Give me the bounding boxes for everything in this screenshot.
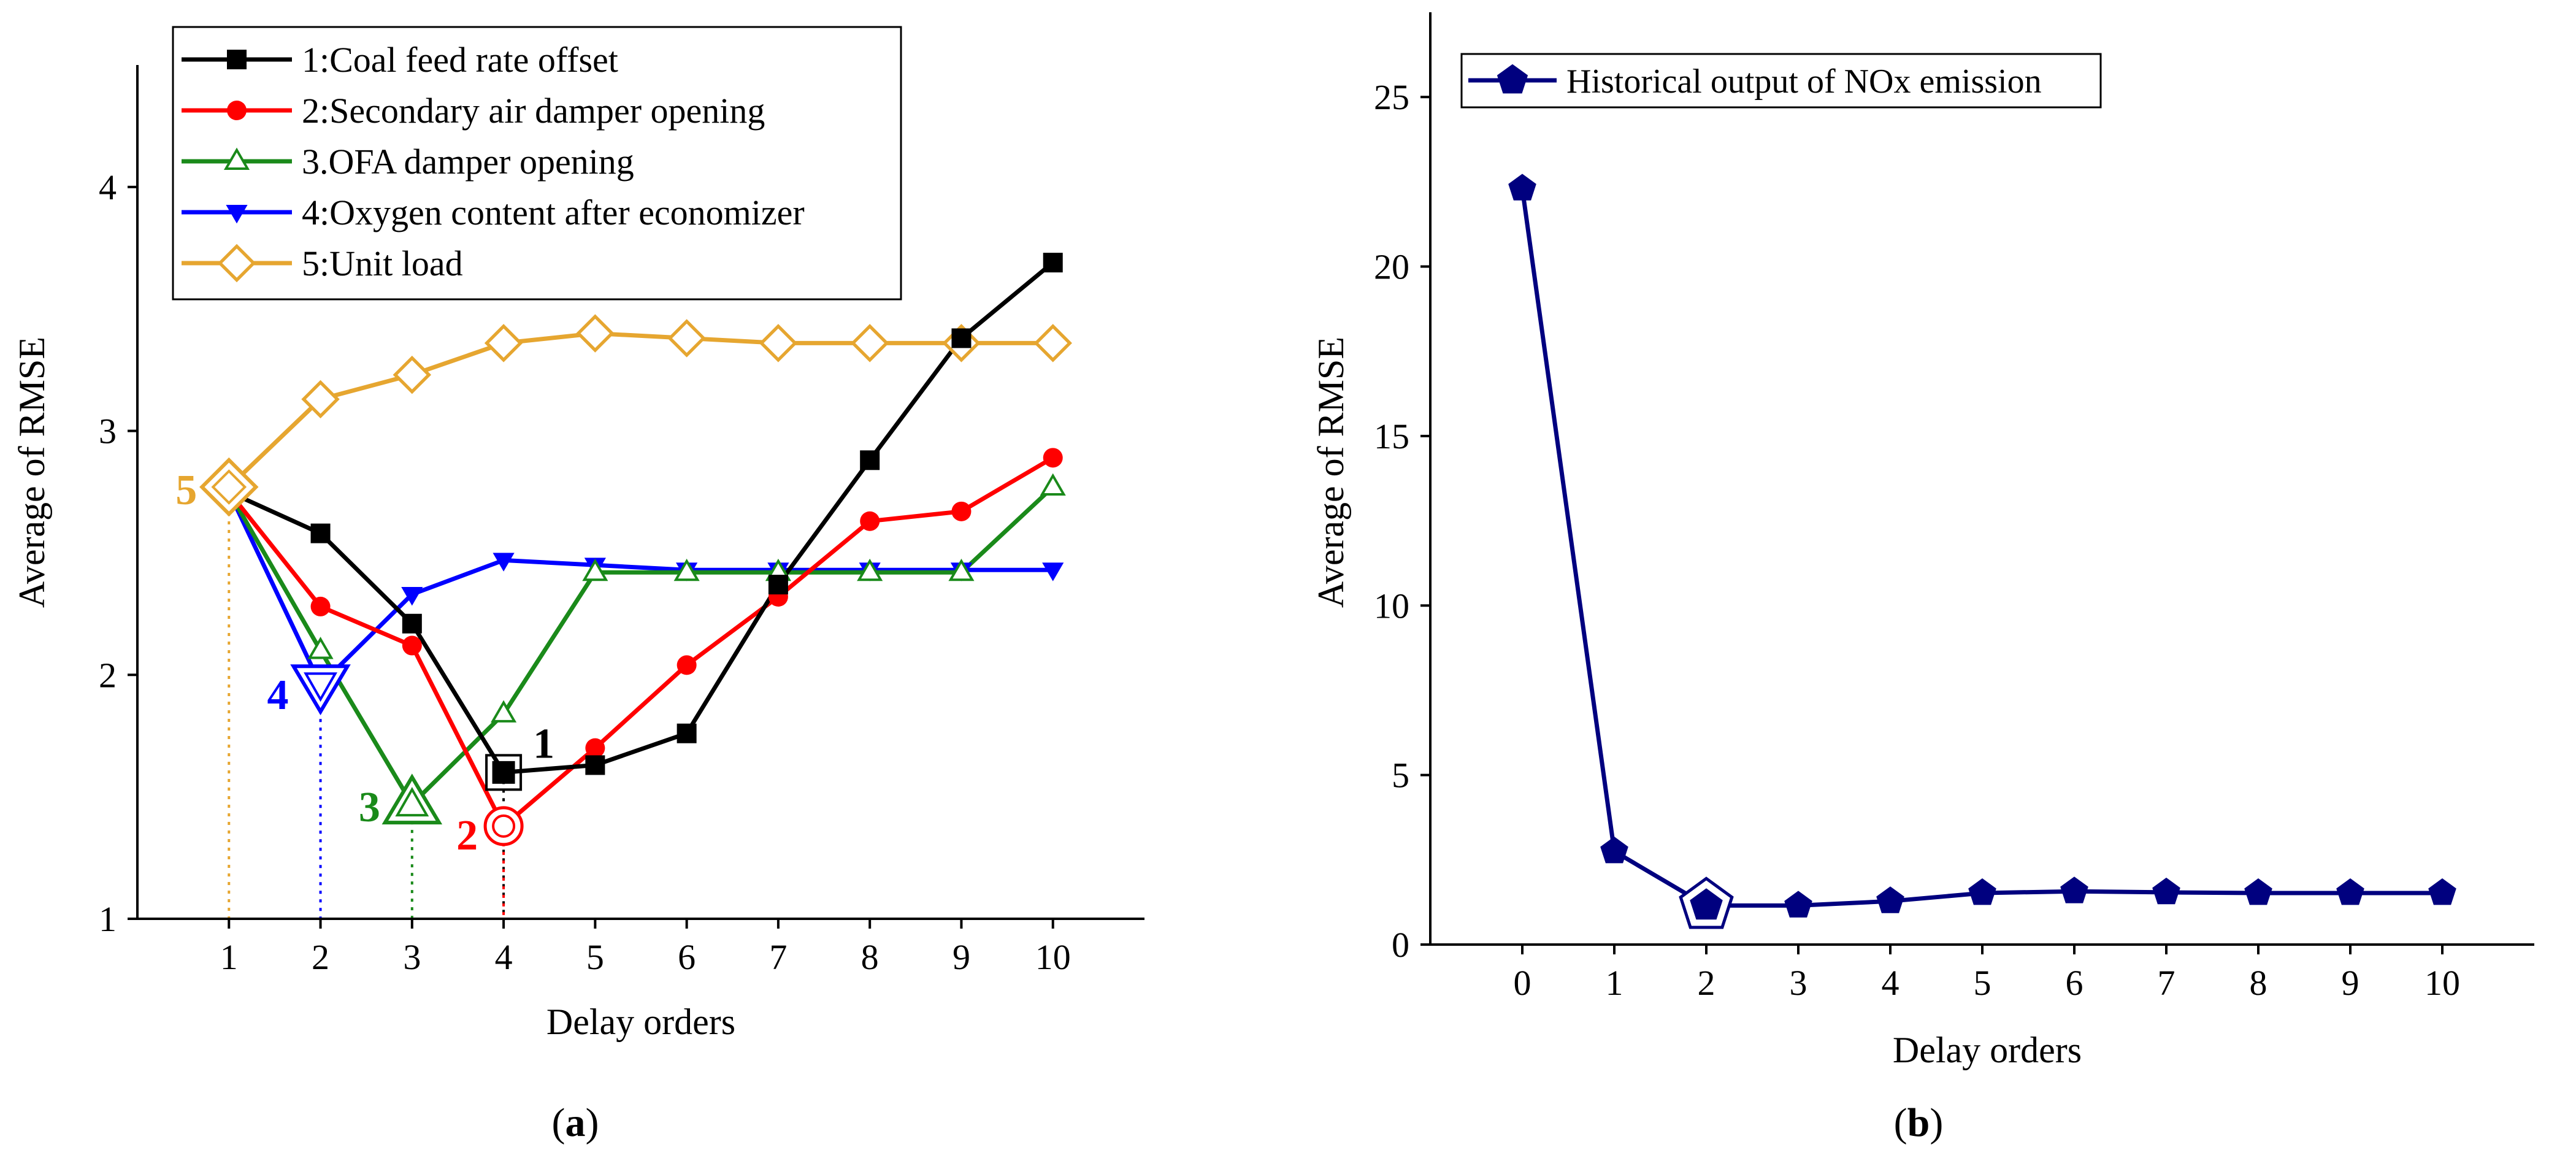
chart-a-y-tick-label: 4 (99, 167, 117, 207)
min-highlight-s2 (485, 808, 522, 845)
chart-a-x-tick-label: 7 (769, 937, 787, 977)
chart-a-x-tick-label: 8 (861, 937, 879, 977)
min-label-s3: 3 (359, 784, 380, 831)
chart-b-y-axis-label: Average of RMSE (1311, 337, 1351, 608)
chart-a-legend: 1:Coal feed rate offset 2:Secondary air d… (173, 27, 901, 299)
chart-b-y-tick-label: 15 (1374, 416, 1409, 456)
data-point-s2-8 (860, 512, 880, 531)
data-point-s1-2 (311, 524, 331, 543)
data-point-s1-4 (494, 762, 513, 782)
data-point-s1-7 (769, 575, 788, 594)
data-point-s2-2 (311, 597, 331, 616)
legend-marker-s1 (227, 50, 247, 69)
figure: 1 2 3 4 5 6 7 8 9 10 1234 12345 Delay orders Aver… (0, 0, 2576, 1158)
data-point-s1-6 (677, 724, 697, 743)
data-point-s2-3 (402, 636, 422, 656)
chart-b-y-tick-label: 5 (1392, 756, 1409, 796)
legend-entry-s5: 5:Unit load (302, 243, 463, 283)
min-label-s5: 5 (175, 467, 197, 514)
chart-b-x-tick-label: 3 (1790, 963, 1807, 1003)
legend-entry-s4: 4:Oxygen content after economizer (302, 193, 805, 232)
data-point-s2-5 (585, 738, 605, 758)
chart-b-legend: Historical output of NOx emission (1462, 54, 2101, 107)
chart-b-x-tick-label: 9 (2342, 963, 2359, 1003)
chart-b-x-tick-label: 2 (1698, 963, 1715, 1003)
chart-a-x-tick-label: 9 (953, 937, 970, 977)
legend-entry-s2: 2:Secondary air damper opening (302, 91, 765, 131)
min-label-s2: 2 (456, 812, 478, 859)
chart-a-y-tick-label: 3 (99, 412, 117, 451)
chart-b-x-tick-label: 10 (2425, 963, 2460, 1003)
chart-a-x-axis-label: Delay orders (546, 1002, 735, 1042)
data-point-s1-3 (402, 614, 422, 634)
data-point-s1-9 (951, 328, 971, 348)
chart-b-panel-letter: b (1907, 1100, 1930, 1145)
min-label-s1: 1 (533, 720, 554, 767)
chart-a-x-tick-label: 6 (678, 937, 696, 977)
chart-b-y-tick-label: 20 (1374, 247, 1409, 287)
legend-entry-s1: 1:Coal feed rate offset (302, 40, 618, 80)
data-point-s2-6 (677, 655, 697, 675)
chart-b-x-tick-label: 6 (2066, 963, 2083, 1003)
data-point-s2-10 (1043, 448, 1063, 467)
chart-b-y-tick-label: 10 (1374, 586, 1409, 626)
chart-b-x-tick-label: 1 (1606, 963, 1623, 1003)
chart-b-x-axis-label: Delay orders (1893, 1030, 2082, 1070)
chart-b-y-tick-label: 25 (1374, 77, 1409, 117)
chart-b-x-tick-label: 5 (1974, 963, 1991, 1003)
chart-a-y-tick-label: 1 (99, 899, 117, 939)
chart-a-x-tick-label: 1 (220, 937, 238, 977)
data-point-s2-9 (951, 502, 971, 521)
chart-a-panel-letter: a (565, 1100, 586, 1145)
chart-b-x-tick-label: 7 (2158, 963, 2175, 1003)
chart-a-y-tick-label: 2 (99, 655, 117, 695)
chart-b-x-tick-label: 8 (2250, 963, 2267, 1003)
legend-entry-s3: 3.OFA damper opening (302, 142, 634, 182)
chart-b-x-tick-label: 4 (1882, 963, 1899, 1003)
chart-a-panel-label: (a) (552, 1100, 599, 1145)
chart-a-x-tick-label: 10 (1035, 937, 1071, 977)
chart-b-panel-label: (b) (1894, 1100, 1944, 1145)
chart-b-x-tick-label: 0 (1514, 963, 1531, 1003)
chart-a-x-tick-label: 2 (312, 937, 329, 977)
chart-a-x-tick-label: 4 (495, 937, 513, 977)
data-point-s1-10 (1043, 253, 1063, 272)
min-label-s4: 4 (267, 672, 289, 719)
chart-b-y-tick-label: 0 (1392, 925, 1409, 965)
data-point-s1-8 (860, 450, 880, 470)
chart-a-y-axis-label: Average of RMSE (12, 337, 52, 608)
data-point-s1-5 (585, 755, 605, 775)
legend-marker-s2 (227, 101, 247, 120)
chart-a-x-tick-label: 5 (586, 937, 604, 977)
chart-a-x-tick-label: 3 (403, 937, 421, 977)
legend-entry-n1: Historical output of NOx emission (1566, 63, 2042, 101)
